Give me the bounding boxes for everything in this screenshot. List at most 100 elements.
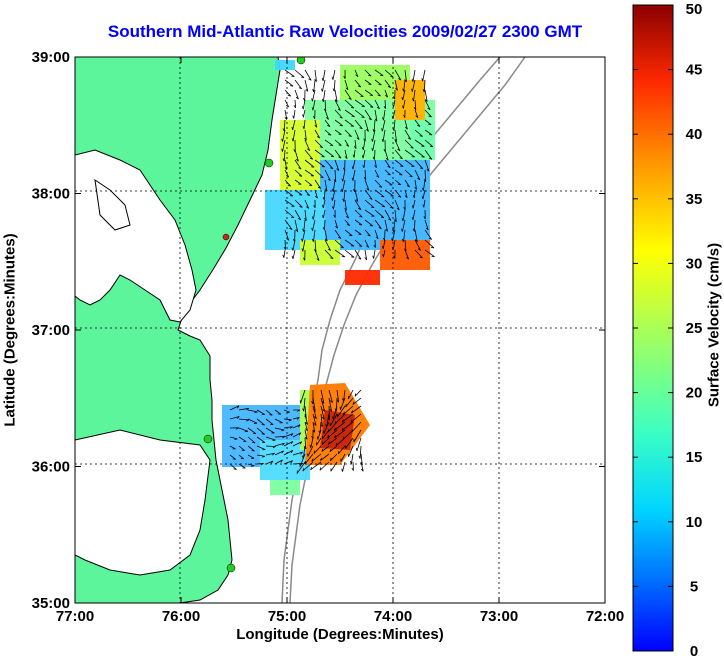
velocity-arrowhead [327, 429, 330, 433]
velocity-arrow [327, 429, 338, 439]
velocity-arrow [316, 437, 322, 446]
velocity-arrowhead [382, 254, 384, 258]
velocity-arrow [328, 397, 333, 412]
velocity-arrow [301, 229, 306, 242]
velocity-arrowhead [377, 94, 381, 97]
velocity-arrow [294, 69, 305, 78]
y-tick-label: 36:00 [32, 459, 70, 476]
x-tick-label: 74:00 [374, 608, 412, 625]
velocity-arrow [332, 405, 338, 420]
velocity-arrowhead [307, 148, 310, 151]
velocity-arrowhead [338, 236, 342, 239]
velocity-arrow [284, 89, 291, 97]
velocity-arrow [341, 413, 354, 423]
velocity-arrowhead [409, 175, 413, 178]
velocity-arrow [324, 169, 331, 181]
velocity-arrowhead [282, 128, 285, 132]
velocity-arrow [354, 119, 363, 130]
velocity-arrowhead [301, 106, 304, 110]
velocity-arrowhead [316, 258, 320, 261]
velocity-arrow [304, 199, 310, 209]
velocity-arrowhead [308, 184, 313, 187]
velocity-arrowhead [308, 78, 312, 81]
velocity-arrowhead [378, 227, 382, 230]
velocity-arrow [247, 445, 255, 452]
velocity-arrow [352, 397, 362, 405]
velocity-arrowhead [392, 104, 394, 108]
velocity-arrowhead [298, 175, 303, 177]
velocity-arrowhead [285, 175, 289, 178]
velocity-arrow [294, 179, 302, 185]
velocity-arrowhead [355, 199, 359, 202]
y-axis: 35:00 36:00 37:00 38:00 39:00 [32, 49, 605, 612]
velocity-arrowhead [430, 246, 435, 249]
velocity-arrow [423, 79, 426, 92]
velocity-arrowhead [325, 117, 329, 120]
velocity-arrow [314, 149, 325, 158]
velocity-arrow [403, 229, 406, 242]
velocity-arrowhead [338, 144, 342, 146]
velocity-arrowhead [281, 138, 283, 142]
velocity-arrowhead [383, 105, 386, 109]
velocity-arrow [322, 69, 326, 81]
velocity-arrow [294, 209, 302, 221]
velocity-arrowhead [303, 257, 306, 261]
velocity-arrow [384, 99, 386, 109]
velocity-arrow [382, 129, 386, 142]
velocity-arrow [283, 119, 286, 132]
velocity-arrowhead [330, 400, 333, 403]
velocity-arrowhead [401, 97, 404, 101]
velocity-arrowhead [364, 257, 367, 261]
velocity-arrowhead [293, 105, 296, 109]
velocity-arrowhead [404, 126, 408, 130]
velocity-arrow [354, 139, 357, 149]
velocity-arrow [256, 418, 265, 426]
velocity-arrow [393, 119, 396, 131]
velocity-arrowhead [299, 441, 303, 445]
velocity-arrowhead [359, 245, 363, 247]
x-tick-label: 73:00 [480, 608, 518, 625]
velocity-arrow [334, 129, 342, 135]
velocity-arrow [304, 413, 308, 425]
velocity-arrowhead [317, 186, 321, 189]
velocity-arrow [364, 219, 374, 227]
velocity-arrow [334, 239, 344, 249]
velocity-arrowhead [375, 236, 379, 240]
velocity-arrow [312, 421, 316, 433]
velocity-arrow [283, 426, 293, 429]
velocity-arrow [344, 209, 350, 219]
velocity-arrowhead [330, 257, 334, 260]
velocity-arrowhead [315, 195, 318, 199]
velocity-arrow [337, 405, 346, 418]
velocity-arrow [334, 119, 343, 127]
velocity-arrowhead [351, 256, 355, 258]
velocity-arrow [404, 159, 415, 167]
velocity-arrow [332, 69, 336, 80]
velocity-arrow [229, 463, 237, 470]
velocity-arrow [283, 441, 294, 447]
velocity-arrow [282, 129, 286, 142]
velocity-arrow [340, 397, 346, 410]
velocity-arrow [314, 169, 324, 179]
velocity-arrow [334, 169, 337, 182]
velocity-arrow [373, 249, 376, 259]
velocity-arrowhead [331, 197, 333, 201]
velocity-arrowhead [342, 198, 345, 202]
velocity-arrowhead [369, 197, 373, 200]
velocity-arrowhead [361, 116, 365, 118]
velocity-arrow [304, 429, 308, 440]
colorbar-tick-label: 25 [686, 320, 703, 337]
velocity-arrowhead [387, 165, 391, 168]
velocity-arrow [374, 89, 381, 97]
velocity-arrowhead [302, 228, 305, 232]
velocity-arrowhead [401, 238, 404, 242]
velocity-arrowhead [327, 435, 330, 439]
velocity-arrowhead [312, 216, 314, 220]
velocity-arrowhead [260, 462, 264, 466]
velocity-arrow [304, 139, 311, 151]
velocity-arrowhead [411, 88, 413, 92]
velocity-arrowhead [350, 460, 352, 464]
velocity-arrow [344, 139, 350, 147]
velocity-arrow [314, 129, 321, 139]
velocity-arrowhead [284, 167, 288, 170]
